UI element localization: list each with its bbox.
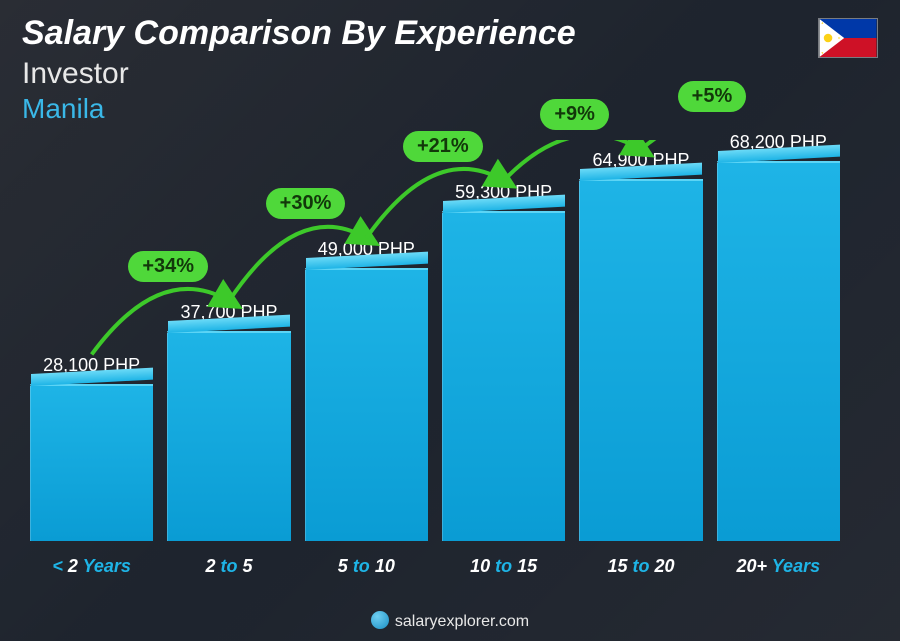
bar-rect [167, 331, 290, 541]
pct-badge: +30% [266, 188, 346, 219]
bar-group: 68,200 PHP [717, 132, 840, 541]
footer: salaryexplorer.com [0, 611, 900, 631]
page-title: Salary Comparison By Experience [22, 14, 576, 53]
bar-rect [717, 161, 840, 541]
x-axis-label: 20+ Years [717, 556, 840, 577]
pct-badge: +21% [403, 131, 483, 162]
footer-site: salaryexplorer.com [395, 613, 529, 630]
job-title: Investor [22, 57, 576, 91]
x-axis-label: 10 to 15 [442, 556, 565, 577]
bar-rect [442, 211, 565, 541]
bar-group: 59,300 PHP [442, 182, 565, 541]
x-labels: < 2 Years 2 to 5 5 to 10 10 to 15 15 to 20 20… [30, 556, 840, 577]
bars-container: 28,100 PHP37,700 PHP49,000 PHP59,300 PHP… [30, 161, 840, 541]
bar-rect [305, 268, 428, 541]
bar-rect [30, 384, 153, 541]
chart-area: 28,100 PHP37,700 PHP49,000 PHP59,300 PHP… [30, 140, 840, 577]
x-axis-label: 2 to 5 [167, 556, 290, 577]
x-axis-label: 15 to 20 [579, 556, 702, 577]
bar-group: 49,000 PHP [305, 239, 428, 541]
location: Manila [22, 93, 576, 125]
pct-badge: +34% [128, 251, 208, 282]
globe-icon [371, 611, 389, 629]
philippines-flag-icon [818, 18, 878, 58]
x-axis-label: < 2 Years [30, 556, 153, 577]
bar-group: 64,900 PHP [579, 150, 702, 541]
bar-rect [579, 179, 702, 541]
pct-badge: +5% [678, 81, 747, 112]
bar-group: 28,100 PHP [30, 355, 153, 541]
pct-badge: +9% [540, 99, 609, 130]
header: Salary Comparison By Experience Investor… [22, 14, 576, 125]
bar-group: 37,700 PHP [167, 302, 290, 541]
x-axis-label: 5 to 10 [305, 556, 428, 577]
